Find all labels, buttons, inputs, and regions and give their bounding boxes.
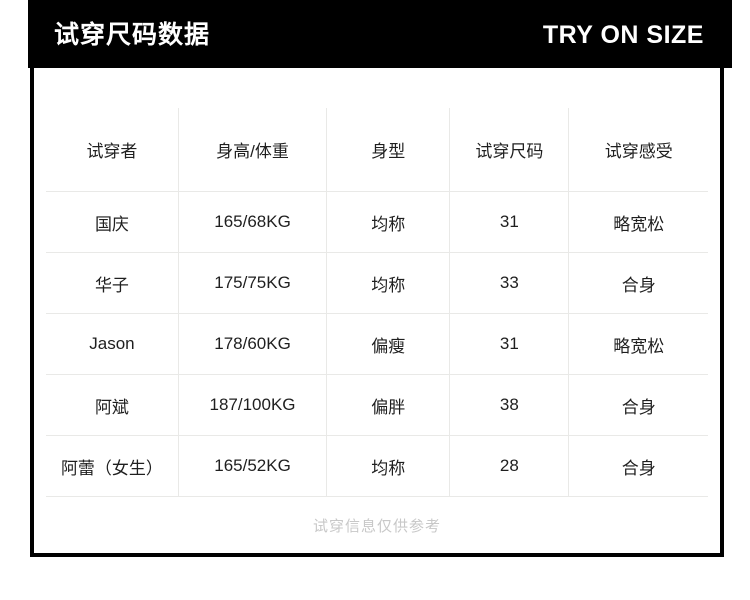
column-header-body-type: 身型 [326,108,451,192]
fitter-name-cell: 阿斌 [46,374,179,436]
size-data-table: 试穿者 身高/体重 身型 试穿尺码 试穿感受 国庆 165/68KG 均称 31… [46,108,708,497]
table-row: 阿斌 187/100KG 偏胖 38 合身 [46,374,708,436]
fit-feeling-cell: 合身 [568,435,708,497]
fit-feeling-cell: 合身 [568,374,708,436]
body-type-cell: 偏瘦 [326,313,451,375]
column-header-height-weight: 身高/体重 [178,108,328,192]
column-header-fit-feeling: 试穿感受 [568,108,708,192]
table-row: 国庆 165/68KG 均称 31 略宽松 [46,191,708,253]
page-subtitle-english: TRY ON SIZE [542,20,704,49]
column-header-size-tried: 试穿尺码 [449,108,570,192]
fitter-name-cell: Jason [46,313,179,375]
height-weight-cell: 187/100KG [178,374,328,436]
size-tried-cell: 28 [449,435,570,497]
content-panel: 试穿者 身高/体重 身型 试穿尺码 试穿感受 国庆 165/68KG 均称 31… [30,68,724,557]
size-tried-cell: 31 [449,313,570,375]
fit-feeling-cell: 略宽松 [568,313,708,375]
size-tried-cell: 38 [449,374,570,436]
table-row: Jason 178/60KG 偏瘦 31 略宽松 [46,313,708,375]
header-bar: 试穿尺码数据 TRY ON SIZE [28,0,732,68]
body-type-cell: 均称 [326,191,451,253]
fit-feeling-cell: 略宽松 [568,191,708,253]
table-row: 华子 175/75KG 均称 33 合身 [46,252,708,314]
page-title: 试穿尺码数据 [54,20,211,49]
table-row: 阿蕾（女生） 165/52KG 均称 28 合身 [46,435,708,497]
body-type-cell: 均称 [326,252,451,314]
height-weight-cell: 165/68KG [178,191,328,253]
fitter-name-cell: 阿蕾（女生） [46,435,179,497]
height-weight-cell: 165/52KG [178,435,328,497]
body-type-cell: 偏胖 [326,374,451,436]
column-header-fitter: 试穿者 [46,108,179,192]
fit-feeling-cell: 合身 [568,252,708,314]
disclaimer-note: 试穿信息仅供参考 [312,518,441,535]
fitter-name-cell: 国庆 [46,191,179,253]
height-weight-cell: 178/60KG [178,313,328,375]
height-weight-cell: 175/75KG [178,252,328,314]
body-type-cell: 均称 [326,435,451,497]
size-tried-cell: 31 [449,191,570,253]
size-tried-cell: 33 [449,252,570,314]
fitter-name-cell: 华子 [46,252,179,314]
table-header-row: 试穿者 身高/体重 身型 试穿尺码 试穿感受 [46,108,708,192]
